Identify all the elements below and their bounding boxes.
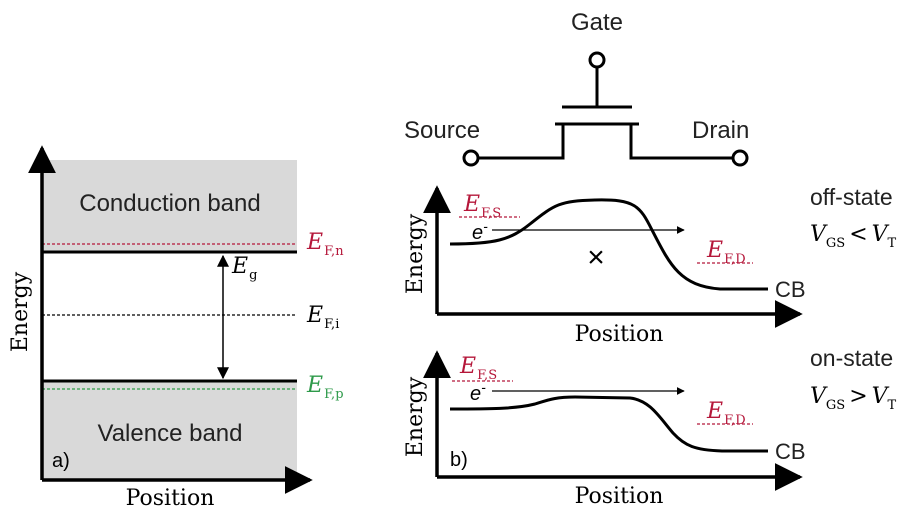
valence-band-region (42, 381, 297, 479)
panel-a-tag: a) (52, 450, 70, 472)
panel-b-tag: b) (450, 449, 468, 471)
off-blocked-symbol: × (587, 241, 605, 274)
on-fermi-source-label: EF,S (459, 354, 497, 383)
on-conduction-band-curve (449, 395, 768, 453)
conduction-band-region (42, 160, 297, 252)
conduction-band-label: Conduction band (79, 190, 260, 217)
on-cb-label: CB (775, 439, 806, 464)
on-electron-label: e- (470, 379, 486, 405)
source-lead (478, 124, 565, 160)
off-fermi-drain-label: EF,D (706, 238, 746, 267)
transistor-symbol (462, 51, 749, 167)
fermi-level-n-label: EF,n (306, 230, 344, 259)
panel-a-energy-label: Energy (8, 271, 33, 352)
panel-b-off-state: × EF,S e- EF,D CB Position Energy off-st… (403, 184, 897, 347)
off-state-condition: VGS < VT (810, 222, 897, 251)
on-energy-label: Energy (403, 376, 428, 457)
band-gap-label: Eg (231, 254, 257, 283)
off-cb-label: CB (775, 277, 806, 302)
gate-label: Gate (571, 9, 623, 36)
source-terminal (462, 149, 480, 167)
drain-label: Drain (692, 117, 749, 144)
fermi-level-p-label: EF,p (306, 373, 344, 402)
panel-a-position-label: Position (126, 486, 215, 510)
drain-terminal (731, 149, 749, 167)
off-position-label: Position (575, 322, 664, 347)
valence-band-label: Valence band (97, 420, 242, 447)
on-state-title: on-state (810, 345, 893, 371)
off-energy-label: Energy (403, 213, 428, 294)
on-state-condition: VGS > VT (810, 384, 897, 413)
off-fermi-source-label: EF,S (463, 192, 501, 221)
off-state-title: off-state (810, 184, 893, 210)
gate-terminal (588, 51, 606, 69)
off-electron-label: e- (472, 218, 488, 244)
drain-lead (629, 124, 733, 160)
fermi-level-intrinsic-label: EF,i (306, 303, 339, 332)
panel-b-on-state: EF,S e- EF,D CB b) Position Energy on-st… (403, 345, 897, 509)
off-conduction-band-curve (449, 198, 768, 291)
panel-a: Conduction band Valence band a) Position… (8, 145, 344, 510)
on-fermi-drain-label: EF,D (706, 399, 746, 428)
on-position-label: Position (575, 484, 664, 509)
source-label: Source (404, 117, 480, 144)
